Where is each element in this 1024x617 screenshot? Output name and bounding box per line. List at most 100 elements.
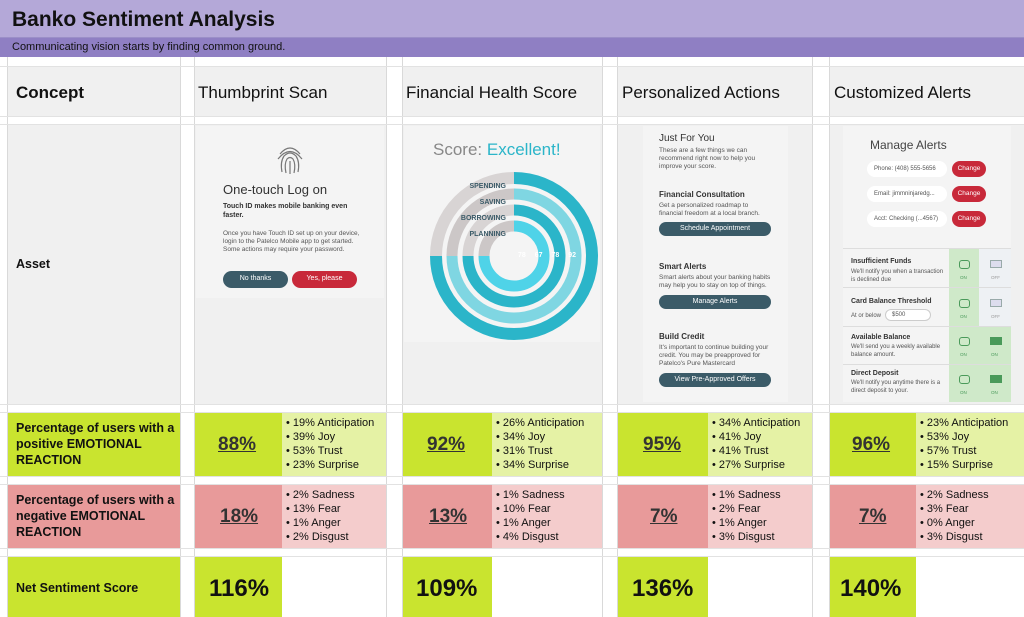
grid-line — [0, 556, 1024, 557]
concept-name-2: Financial Health Score — [406, 83, 578, 102]
negative-pct-cell — [403, 485, 492, 548]
subtitle-bar — [0, 38, 1024, 57]
negative-pct-cell — [830, 485, 916, 548]
email-field[interactable]: Email: jimmninjaredg... — [867, 186, 947, 202]
label-saving: SAVING — [479, 199, 506, 206]
value-2: 67 — [534, 252, 543, 259]
positive-breakdown-cell — [708, 413, 812, 476]
net-score-2: 109% — [416, 575, 478, 602]
alert-toggle-off-2[interactable] — [979, 288, 1011, 326]
alert-text-4: We'll notify you anytime there is a dire… — [851, 380, 941, 394]
score-values: 78 67 78 92 — [518, 252, 576, 259]
radial-score-chart — [430, 172, 598, 340]
concept-name-1: Thumbprint Scan — [198, 83, 328, 102]
negative-breakdown-cell — [708, 485, 812, 548]
view-offers-button[interactable]: View Pre-Approved Offers — [659, 373, 771, 387]
alert-toggle-off-1[interactable] — [979, 249, 1011, 287]
grid-line — [402, 57, 403, 617]
actions-mockup: Just For You These are a few things we c… — [643, 126, 788, 402]
toggle-label: ON — [960, 314, 967, 319]
negative-breakdown-cell — [282, 485, 386, 548]
yes-please-button[interactable]: Yes, please — [292, 271, 357, 288]
schedule-appointment-button[interactable]: Schedule Appointment — [659, 222, 771, 236]
grid-line — [194, 57, 195, 617]
threshold-amount-field[interactable]: $500 — [885, 309, 931, 321]
change-phone-button[interactable]: Change — [952, 161, 986, 177]
mail-icon — [990, 260, 1002, 268]
grid-line — [0, 412, 1024, 413]
grid-line — [602, 57, 603, 617]
toggle-label: ON — [960, 390, 967, 395]
concept-header-cell — [618, 67, 812, 116]
page-title: Banko Sentiment Analysis — [12, 8, 275, 31]
net-score-cell — [403, 557, 492, 617]
negative-pct-1: 18% — [220, 506, 259, 527]
grid-line — [829, 57, 830, 617]
grid-line — [0, 124, 1024, 125]
net-label-cell — [8, 557, 180, 617]
net-score-1: 116% — [209, 575, 270, 602]
alert-text-1: We'll notify you when a transaction is d… — [851, 269, 944, 283]
toggle-label: OFF — [991, 275, 1000, 280]
concept-name-4: Customized Alerts — [834, 83, 971, 102]
alert-text-3: We'll send you a weekly available balanc… — [851, 344, 941, 358]
chat-icon — [959, 375, 970, 384]
positive-pct-4: 96% — [852, 434, 891, 455]
negative-pct-2: 13% — [429, 506, 468, 527]
ring-spending — [430, 172, 598, 340]
section-text-1: Get a personalized roadmap to financial … — [659, 202, 760, 217]
positive-label: Percentage of users with a positive EMOT… — [16, 421, 175, 467]
section-text-2: Smart alerts about your banking habits m… — [659, 274, 771, 289]
no-thanks-button[interactable]: No thanks — [223, 271, 288, 288]
toggle-label: ON — [991, 390, 998, 395]
positive-breakdown-cell — [282, 413, 386, 476]
positive-breakdown-1: • 19% Anticipation • 39% Joy • 53% Trust… — [286, 417, 375, 471]
concept-header-cell — [403, 67, 602, 116]
concept-header-cell — [195, 67, 386, 116]
health-score-mockup: Score: Excellent! SPENDING SAVING BORROW… — [404, 126, 600, 342]
manage-alerts-button[interactable]: Manage Alerts — [659, 295, 771, 309]
positive-breakdown-3: • 34% Anticipation • 41% Joy • 41% Trust… — [712, 417, 801, 471]
section-title-2: Smart Alerts — [659, 262, 707, 271]
alert-title-4: Direct Deposit — [851, 370, 899, 377]
grid-line — [0, 476, 1024, 477]
change-account-button[interactable]: Change — [952, 211, 986, 227]
positive-pct-2: 92% — [427, 434, 466, 455]
alerts-mockup: Manage Alerts Phone: (408) 555-5656 Chan… — [843, 126, 1011, 402]
grid-line — [812, 57, 813, 617]
positive-breakdown-4: • 23% Anticipation • 53% Joy • 57% Trust… — [920, 417, 1009, 471]
phone-field[interactable]: Phone: (408) 555-5656 — [867, 161, 947, 177]
negative-breakdown-cell — [492, 485, 602, 548]
section-text-3: It's important to continue building your… — [659, 344, 769, 367]
positive-pct-3: 95% — [643, 434, 682, 455]
net-score-cell — [830, 557, 916, 617]
chat-icon — [959, 260, 970, 269]
grid-line — [386, 57, 387, 617]
alert-text-2: At or below — [851, 313, 882, 319]
page-subtitle: Communicating vision starts by finding c… — [12, 41, 286, 53]
alert-title-3: Available Balance — [851, 334, 911, 341]
grid-line — [0, 484, 1024, 485]
net-label: Net Sentiment Score — [16, 581, 139, 595]
section-title-1: Financial Consultation — [659, 190, 745, 199]
alert-toggle-off-3[interactable] — [979, 327, 1011, 364]
ring-borrowing — [462, 204, 566, 308]
positive-pct-1: 88% — [218, 434, 257, 455]
value-1: 78 — [518, 252, 526, 259]
grid-line — [0, 404, 1024, 405]
account-field[interactable]: Acct: Checking (...4567) — [867, 211, 947, 227]
alert-toggle-off-4[interactable] — [979, 365, 1011, 402]
mail-icon — [990, 375, 1002, 383]
net-score-cell — [618, 557, 708, 617]
title-bar — [0, 0, 1024, 38]
chat-icon — [959, 299, 970, 308]
negative-breakdown-2: • 1% Sadness • 10% Fear • 1% Anger • 4% … — [496, 489, 565, 543]
negative-label-cell — [8, 485, 180, 548]
change-email-button[interactable]: Change — [952, 186, 986, 202]
negative-pct-3: 7% — [650, 506, 678, 527]
positive-pct-cell — [618, 413, 708, 476]
toggle-label: ON — [960, 352, 967, 357]
alert-title-1: Insufficient Funds — [851, 258, 912, 265]
negative-breakdown-cell — [916, 485, 1024, 548]
score-heading: Score: Excellent! — [433, 140, 561, 160]
